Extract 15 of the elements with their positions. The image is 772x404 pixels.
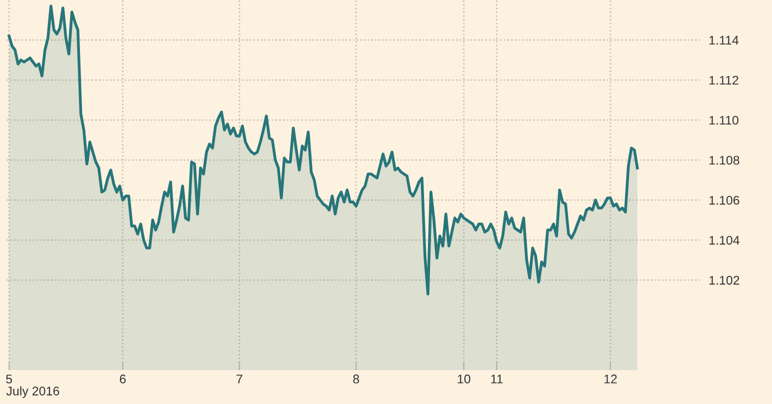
x-tick-label: 12: [604, 374, 617, 384]
y-tick-label: 1.108: [709, 156, 740, 165]
x-tick-label: 10: [458, 374, 470, 384]
y-tick-label: 1.104: [709, 236, 740, 245]
x-tick-label: 6: [120, 374, 126, 384]
y-tick-label: 1.106: [709, 196, 740, 205]
x-tick-label: 11: [491, 374, 503, 384]
text: July 2016: [6, 386, 60, 398]
x-tick-label: 7: [236, 374, 242, 384]
y-tick-label: 1.102: [709, 276, 740, 285]
y-tick-label: 1.110: [709, 116, 738, 125]
y-tick-label: 1.112: [709, 76, 738, 85]
x-tick-label: 5: [6, 374, 12, 384]
x-tick-label: 8: [353, 374, 360, 384]
y-tick-label: 1.114: [709, 36, 739, 45]
